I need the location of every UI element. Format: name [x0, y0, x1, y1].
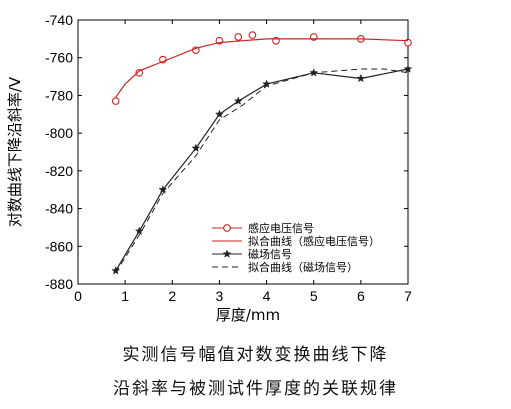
y-tick-label: -800 [45, 125, 73, 141]
caption-line-1: 实测信号幅值对数变换曲线下降 [122, 345, 389, 365]
chart: 0 1 2 3 4 5 6 7 -740 -760 -780 -800 -820 -840 -860 -88… [6, 12, 413, 324]
legend-label: 拟合曲线（感应电压信号） [248, 234, 380, 248]
y-axis-ticks: -740 -760 -780 -800 -820 -840 -860 -880 [45, 12, 408, 292]
series-layer [111, 31, 413, 275]
caption-line-2: 沿斜率与被测试件厚度的关联规律 [113, 379, 398, 399]
legend-label: 磁场信号 [248, 247, 292, 261]
x-axis-ticks: 0 1 2 3 4 5 6 7 [74, 20, 412, 304]
data-point [248, 31, 257, 39]
y-tick-label: -780 [45, 87, 73, 103]
y-tick-label: -880 [45, 276, 73, 292]
y-tick-label: -860 [45, 238, 73, 254]
y-tick-label: -820 [45, 163, 73, 179]
data-point [356, 73, 366, 83]
x-axis-label: 厚度/mm [216, 306, 280, 324]
y-tick-label: -740 [45, 12, 73, 28]
data-point [234, 33, 243, 41]
plot-frame [77, 19, 409, 285]
data-point [403, 64, 413, 73]
x-tick-label: 5 [310, 288, 318, 304]
data-point [214, 109, 224, 119]
legend-label: 拟合曲线（磁场信号） [248, 260, 358, 274]
data-point [135, 68, 144, 77]
legend-marker [222, 249, 232, 258]
y-tick-label: -840 [45, 201, 73, 217]
series-line [115, 68, 409, 273]
y-tick-label: -760 [45, 50, 73, 66]
x-tick-label: 3 [216, 288, 224, 304]
data-point [191, 143, 201, 153]
series-line [115, 38, 409, 98]
y-axis-label: 对数曲线下降沿斜率/V [6, 76, 24, 227]
x-tick-label: 2 [168, 288, 176, 304]
x-tick-label: 0 [74, 288, 82, 304]
legend-label: 感应电压信号 [248, 221, 314, 235]
series-0 [111, 31, 412, 105]
series-1 [115, 38, 409, 98]
x-tick-label: 7 [404, 288, 412, 304]
data-point [111, 97, 120, 105]
x-tick-label: 6 [357, 288, 365, 304]
plot-area-border [77, 19, 409, 285]
series-line [115, 68, 409, 272]
data-point [134, 226, 144, 236]
x-tick-label: 4 [263, 288, 271, 304]
data-point [233, 96, 243, 105]
data-point [158, 184, 168, 194]
legend-marker [223, 224, 231, 232]
x-tick-label: 1 [121, 288, 129, 304]
series-3 [115, 68, 409, 273]
